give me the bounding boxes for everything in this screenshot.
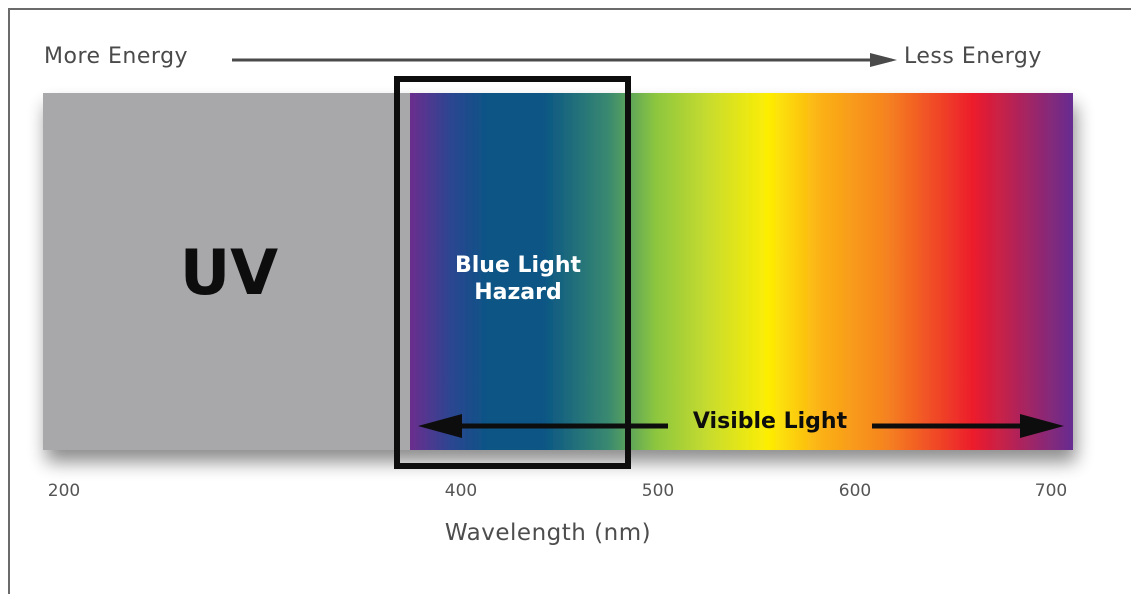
less-energy-label: Less Energy [904, 44, 1042, 69]
spectrum-bar [43, 93, 1073, 450]
more-energy-label: More Energy [44, 44, 189, 69]
tick-label: 700 [1034, 481, 1068, 501]
uv-label: UV [179, 236, 279, 309]
tick-label: 200 [47, 481, 81, 501]
visible-arrow-right-head [1020, 414, 1064, 438]
diagram-frame [8, 8, 1131, 594]
visible-light-label: Visible Light [692, 409, 848, 434]
uv-region [43, 93, 410, 450]
tick-label: 500 [641, 481, 675, 501]
hazard-label-line1: Blue Light [454, 253, 582, 278]
energy-arrow-head [870, 53, 897, 67]
visible-arrow-left-head [418, 414, 462, 438]
blue-light-hazard-label: Blue Light Hazard [455, 252, 581, 306]
visible-region [410, 93, 1073, 450]
wavelength-axis-title: Wavelength (nm) [444, 520, 652, 546]
tick-label: 400 [444, 481, 478, 501]
hazard-label-line2: Hazard [474, 280, 562, 305]
blue-light-hazard-box [394, 76, 631, 469]
tick-label: 600 [838, 481, 872, 501]
